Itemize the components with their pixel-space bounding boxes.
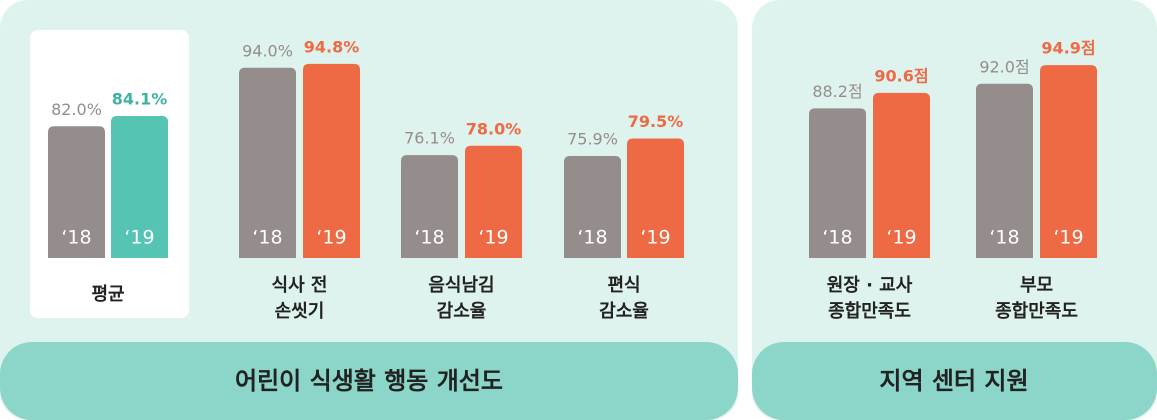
bar [976,83,1033,258]
bar [627,138,684,258]
bar [873,92,930,258]
year-label: ‘19 [478,227,508,249]
category-label: 감소율 [437,301,487,322]
year-label: ‘18 [61,227,91,249]
year-label: ‘19 [124,227,154,249]
category-label: 식사 전 [272,275,328,296]
value-label: 82.0% [51,100,102,119]
year-label: ‘19 [316,227,346,249]
category-label: 감소율 [599,301,649,322]
year-label: ‘18 [577,227,607,249]
bar [239,67,296,258]
category-label: 편식 [607,275,640,296]
category-label: 평균 [91,284,124,305]
bar [48,126,105,258]
value-label: 94.9점 [1041,39,1095,58]
value-label: 94.0% [242,41,293,60]
value-label: 90.6점 [874,66,928,85]
value-label: 79.5% [628,112,684,131]
bar [465,145,522,258]
value-label: 76.1% [404,129,455,148]
year-label: ‘19 [886,227,916,249]
value-label: 92.0점 [979,57,1029,76]
year-label: ‘19 [640,227,670,249]
year-label: ‘18 [252,227,282,249]
value-label: 94.8% [304,37,360,56]
panel-title: 지역 센터 지원 [879,367,1028,395]
bar [303,63,360,259]
footer-pill [0,342,738,420]
bar [1040,65,1097,258]
category-label: 음식남김 [428,275,494,296]
panel-title: 어린이 식생활 행동 개선도 [235,367,503,395]
value-label: 88.2점 [812,82,862,101]
bar [111,116,168,258]
year-label: ‘19 [1053,227,1083,249]
value-label: 84.1% [112,90,168,109]
category-label: 부모 [1020,275,1053,296]
bar [401,155,458,258]
bar [809,108,866,259]
year-label: ‘18 [822,227,852,249]
category-label: 종합만족도 [995,300,1078,322]
year-label: ‘18 [989,227,1019,249]
category-label: 손씻기 [275,301,325,322]
category-label: 원장 · 교사 [827,275,913,296]
category-label: 종합만족도 [828,300,911,322]
footer-pill [752,342,1157,420]
value-label: 78.0% [466,119,522,138]
value-label: 75.9% [567,130,618,149]
year-label: ‘18 [414,227,444,249]
bar [564,156,621,258]
